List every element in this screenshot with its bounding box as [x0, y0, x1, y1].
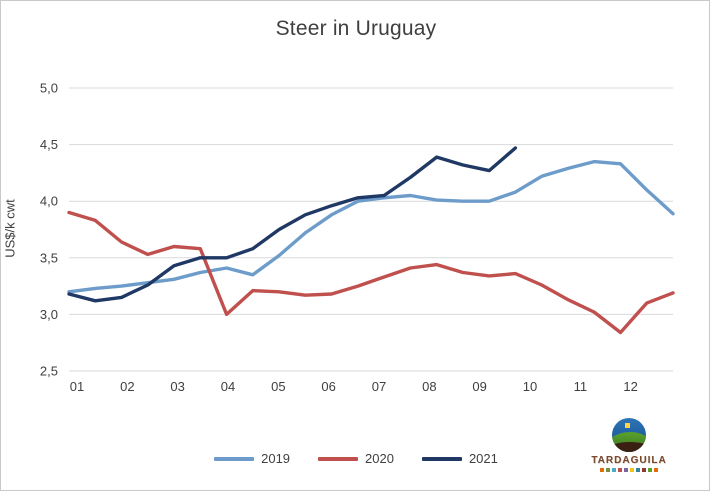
- series-line-2019: [67, 159, 675, 294]
- logo-sun-shape: [625, 423, 630, 428]
- tardaguila-logo: TARDAGUILA: [589, 418, 669, 480]
- y-tick-label: 3,0: [40, 307, 58, 322]
- logo-square: [612, 468, 616, 472]
- logo-square: [642, 468, 646, 472]
- logo-square: [624, 468, 628, 472]
- logo-globe-icon: [612, 418, 646, 452]
- x-tick-label: 09: [472, 379, 486, 394]
- x-tick-label: 03: [170, 379, 184, 394]
- legend-swatch-2019: [214, 456, 255, 461]
- legend-item-2019: 2019: [214, 451, 290, 466]
- legend-label: 2019: [261, 451, 291, 466]
- legend-item-2021: 2021: [421, 451, 498, 466]
- logo-wordmark: TARDAGUILA: [591, 455, 667, 466]
- logo-square: [600, 468, 604, 472]
- series-line-2020: [67, 210, 675, 335]
- x-tick-label: 05: [271, 379, 285, 394]
- y-tick-label: 5,0: [40, 81, 58, 96]
- y-tick-label: 3,5: [40, 250, 58, 265]
- logo-square: [630, 468, 634, 472]
- x-tick-label: 08: [422, 379, 436, 394]
- logo-square: [606, 468, 610, 472]
- x-tick-label: 10: [523, 379, 537, 394]
- x-tick-label: 11: [574, 379, 588, 394]
- legend-label: 2020: [365, 451, 394, 466]
- x-tick-label: 02: [120, 379, 134, 394]
- x-tick-label: 12: [623, 379, 637, 394]
- logo-square: [654, 468, 658, 472]
- legend-label: 2021: [468, 451, 498, 466]
- chart-title: Steer in Uruguay: [275, 17, 437, 40]
- logo-base-shape: [612, 442, 646, 452]
- legend-item-2020: 2020: [318, 451, 394, 466]
- y-tick-label: 2,5: [40, 364, 58, 379]
- x-tick-label: 04: [221, 379, 235, 394]
- legend-swatch-2021: [421, 456, 462, 461]
- legend: 2019 2020 2021: [1, 451, 709, 466]
- legend-swatch-2020: [318, 456, 359, 461]
- logo-square: [648, 468, 652, 472]
- logo-square: [618, 468, 622, 472]
- plot-area: 5,0 4,5 4,0 3,5 3,0 2,5 01 02 03 04 05 06 07 08 09 10 11…: [40, 81, 675, 394]
- y-tick-label: 4,0: [40, 194, 58, 209]
- x-tick-label: 01: [70, 379, 84, 394]
- series-line-2021: [67, 146, 518, 303]
- x-tick-label: 06: [321, 379, 335, 394]
- x-tick-label: 07: [372, 379, 386, 394]
- logo-square: [636, 468, 640, 472]
- logo-color-squares: [600, 468, 658, 472]
- y-tick-label: 4,5: [40, 137, 58, 152]
